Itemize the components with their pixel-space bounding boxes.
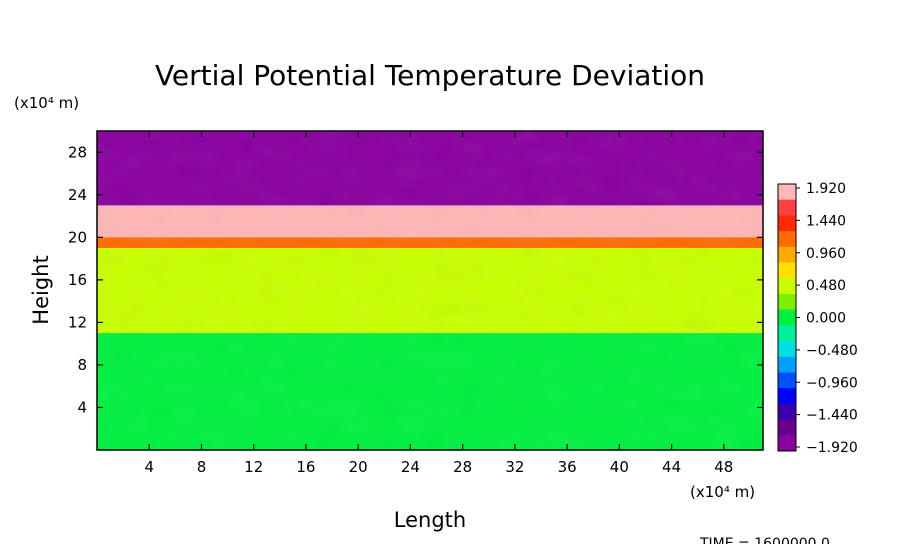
y-unit-label: (x10⁴ m) [14,94,79,112]
x-unit-label: (x10⁴ m) [690,483,755,501]
colorbar-segment [778,372,796,389]
colorbar-segment [778,388,796,405]
x-tick-label: 4 [144,458,154,476]
x-tick-label: 16 [296,458,315,476]
y-tick-label: 28 [68,143,87,161]
colorbar-label: −1.920 [806,440,858,456]
y-axis-label: Height [29,255,53,324]
colorbar-segment [778,215,796,232]
y-tick-label: 16 [68,271,87,289]
y-tick-label: 20 [68,228,87,246]
x-tick-label: 24 [401,458,420,476]
colorbar-label: 1.440 [806,213,846,229]
colorbar-label: −1.440 [806,408,858,424]
y-tick-label: 24 [68,186,87,204]
x-tick-label: 8 [197,458,207,476]
x-tick-label: 28 [453,458,472,476]
colorbar-segment [778,356,796,373]
x-tick-label: 48 [714,458,733,476]
colorbar-segment [778,309,796,326]
colorbar-segment [778,325,796,342]
time-footer: TIME = 1600000.0 [699,536,830,544]
plot-area [96,130,764,451]
colorbar-segment [778,293,796,311]
x-tick-label: 12 [244,458,263,476]
colorbar-segment [778,341,796,358]
x-tick-label: 44 [662,458,681,476]
colorbar-label: −0.960 [806,375,858,391]
colorbar-segment [778,199,796,216]
x-axis: 4 8 12 16 20 24 28 32 36 40 44 48 [144,131,733,476]
x-tick-label: 36 [558,458,577,476]
colorbar-label: 0.960 [806,246,846,262]
colorbar-label: 1.920 [806,181,846,197]
colorbar-segment [778,403,796,421]
y-tick-label: 8 [77,356,87,374]
y-tick-label: 4 [77,398,87,416]
x-axis-label: Length [394,508,466,532]
colorbar-segment [778,262,796,279]
x-tick-label: 32 [505,458,524,476]
colorbar-label: 0.000 [806,311,846,327]
x-tick-label: 20 [349,458,368,476]
chart-title: Vertial Potential Temperature Deviation [155,59,705,92]
colorbar-label: 0.480 [806,278,846,294]
colorbar: 1.920 1.440 0.960 0.480 0.000 −0.480 −0.960 −1.… [777,181,858,456]
colorbar-segment [778,419,796,436]
plot-frame [96,130,764,451]
field-texture [97,131,763,450]
x-tick-label: 40 [610,458,629,476]
colorbar-label: −0.480 [806,343,858,359]
y-axis: 4 8 12 16 20 24 28 [68,143,763,416]
colorbar-segment [778,246,796,264]
y-tick-label: 12 [68,313,87,331]
colorbar-segment [778,184,796,201]
colorbar-segment [778,435,796,452]
colorbar-segment [778,278,796,295]
colorbar-segment [778,231,796,248]
